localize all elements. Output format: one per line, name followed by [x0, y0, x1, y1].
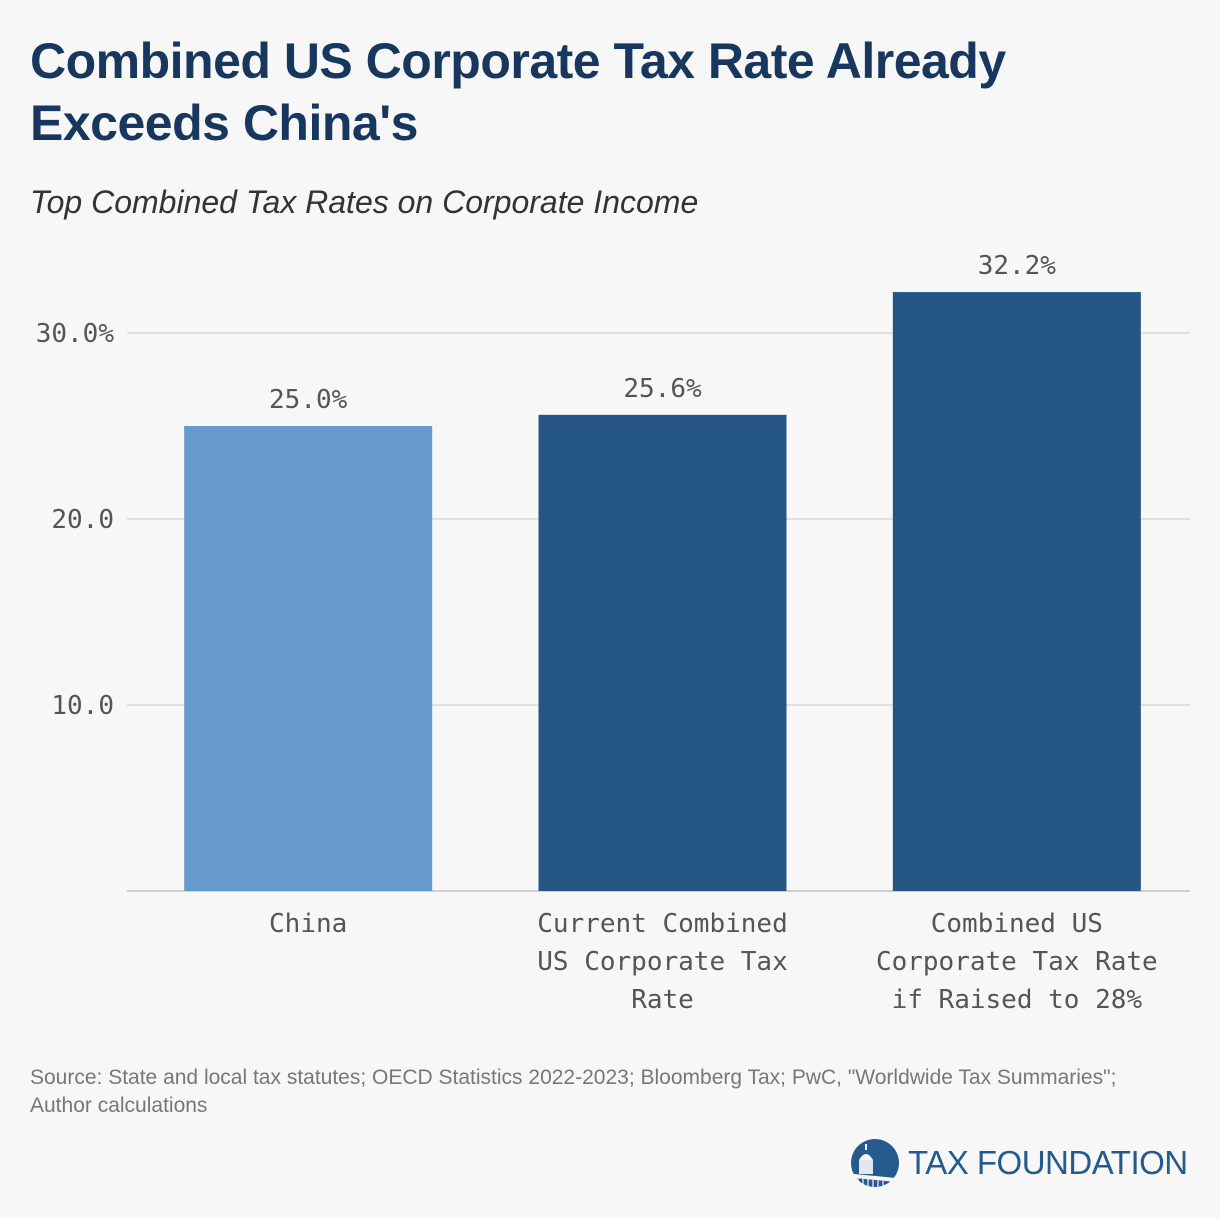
x-tick-label: Rate [631, 985, 694, 1015]
data-label: 32.2% [978, 251, 1057, 281]
y-tick-label: 30.0% [36, 319, 115, 349]
bar [892, 292, 1141, 892]
data-label: 25.6% [623, 374, 702, 404]
capitol-dome-icon [851, 1139, 899, 1187]
tax-foundation-logo: TAX FOUNDATION [850, 1138, 1188, 1188]
bar [538, 414, 787, 891]
y-tick-label: 10.0 [51, 691, 114, 721]
bar [184, 426, 433, 891]
bar-chart: 10.0 20.0 30.0% 25.0% China 25.6% Current Comb… [36, 251, 1190, 1015]
source-note: Source: State and local tax statutes; OE… [30, 1066, 1117, 1117]
x-tick-label: if Raised to 28% [892, 985, 1143, 1015]
chart-title: Combined US Corporate Tax Rate Already E… [30, 33, 1006, 151]
x-tick-label: Corporate Tax Rate [876, 947, 1158, 977]
logo-text: TAX FOUNDATION [908, 1144, 1188, 1181]
chart-subtitle: Top Combined Tax Rates on Corporate Inco… [30, 184, 699, 220]
x-tick-label: China [269, 909, 347, 939]
x-tick-label: US Corporate Tax [537, 947, 787, 977]
data-label: 25.0% [269, 385, 348, 415]
x-tick-label: Combined US [931, 909, 1103, 939]
x-tick-label: Current Combined [537, 909, 787, 939]
y-tick-label: 20.0 [51, 505, 114, 535]
